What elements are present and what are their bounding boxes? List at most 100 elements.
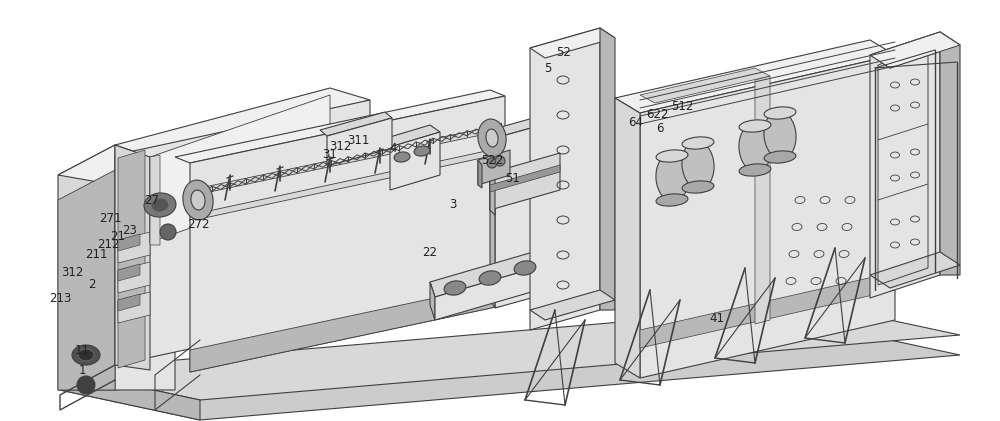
Text: 5: 5: [544, 61, 552, 75]
Ellipse shape: [72, 345, 100, 365]
Ellipse shape: [682, 137, 714, 149]
Text: 11: 11: [74, 344, 90, 357]
Text: 22: 22: [422, 245, 438, 258]
Polygon shape: [478, 160, 482, 188]
Polygon shape: [58, 145, 115, 390]
Text: 64: 64: [629, 115, 644, 128]
Ellipse shape: [478, 119, 506, 157]
Ellipse shape: [514, 261, 536, 275]
Polygon shape: [640, 68, 770, 103]
Text: 272: 272: [187, 218, 209, 231]
Polygon shape: [118, 150, 145, 368]
Polygon shape: [60, 305, 960, 400]
Polygon shape: [490, 173, 495, 215]
Text: 312: 312: [61, 266, 83, 279]
Ellipse shape: [764, 107, 796, 119]
Text: 211: 211: [85, 248, 107, 261]
Ellipse shape: [394, 152, 410, 162]
Polygon shape: [490, 153, 560, 210]
Ellipse shape: [656, 194, 688, 206]
Polygon shape: [118, 294, 140, 311]
Polygon shape: [150, 95, 330, 242]
Polygon shape: [870, 32, 940, 298]
Polygon shape: [327, 118, 392, 166]
Polygon shape: [190, 125, 505, 195]
Text: 271: 271: [99, 211, 121, 224]
Polygon shape: [870, 252, 960, 288]
Ellipse shape: [486, 129, 498, 147]
Circle shape: [160, 224, 176, 240]
Polygon shape: [940, 32, 960, 275]
Polygon shape: [430, 282, 435, 320]
Ellipse shape: [739, 120, 771, 132]
Text: 1: 1: [78, 363, 86, 376]
Polygon shape: [380, 125, 440, 147]
Polygon shape: [615, 40, 895, 113]
Ellipse shape: [656, 154, 688, 202]
Circle shape: [495, 156, 505, 166]
Ellipse shape: [739, 124, 771, 172]
Polygon shape: [530, 28, 615, 58]
Polygon shape: [190, 96, 505, 372]
Circle shape: [487, 158, 497, 168]
Text: 27: 27: [144, 195, 160, 208]
Ellipse shape: [444, 281, 466, 295]
Ellipse shape: [739, 164, 771, 176]
Polygon shape: [490, 130, 495, 308]
Polygon shape: [118, 292, 150, 323]
Text: 41: 41: [710, 312, 724, 325]
Text: 212: 212: [97, 239, 119, 251]
Ellipse shape: [144, 193, 176, 217]
Ellipse shape: [414, 146, 430, 156]
Polygon shape: [118, 232, 150, 263]
Ellipse shape: [183, 180, 213, 220]
Text: 6: 6: [656, 122, 664, 134]
Polygon shape: [60, 325, 960, 420]
Text: 622: 622: [646, 109, 668, 122]
Polygon shape: [615, 98, 640, 378]
Polygon shape: [530, 28, 600, 330]
Polygon shape: [640, 55, 895, 378]
Polygon shape: [530, 290, 615, 320]
Polygon shape: [870, 32, 960, 68]
Polygon shape: [320, 112, 392, 136]
Polygon shape: [755, 76, 770, 324]
Text: 31: 31: [323, 149, 337, 162]
Ellipse shape: [764, 151, 796, 163]
Polygon shape: [870, 32, 960, 68]
Text: 21: 21: [110, 231, 126, 243]
Polygon shape: [118, 264, 140, 281]
Ellipse shape: [682, 141, 714, 189]
Polygon shape: [190, 283, 505, 372]
Text: 522: 522: [481, 155, 503, 168]
Text: 52: 52: [557, 45, 571, 59]
Circle shape: [77, 376, 95, 394]
Polygon shape: [115, 100, 370, 365]
Ellipse shape: [764, 111, 796, 159]
Polygon shape: [640, 272, 895, 348]
Polygon shape: [175, 90, 505, 163]
Polygon shape: [115, 145, 175, 390]
Text: 2: 2: [88, 279, 96, 291]
Ellipse shape: [682, 181, 714, 193]
Polygon shape: [115, 88, 370, 157]
Polygon shape: [390, 132, 440, 190]
Polygon shape: [478, 150, 510, 185]
Polygon shape: [118, 234, 140, 251]
Ellipse shape: [151, 198, 169, 212]
Polygon shape: [58, 170, 115, 390]
Ellipse shape: [78, 349, 94, 361]
Polygon shape: [58, 145, 175, 185]
Polygon shape: [190, 148, 505, 220]
Polygon shape: [60, 370, 200, 420]
Text: 23: 23: [123, 224, 137, 237]
Polygon shape: [115, 145, 150, 370]
Text: 312: 312: [329, 141, 351, 154]
Polygon shape: [435, 265, 545, 320]
Text: 311: 311: [347, 134, 369, 147]
Polygon shape: [490, 165, 560, 192]
Text: 51: 51: [506, 171, 520, 184]
Polygon shape: [430, 250, 545, 297]
Polygon shape: [495, 120, 560, 308]
Ellipse shape: [656, 150, 688, 162]
